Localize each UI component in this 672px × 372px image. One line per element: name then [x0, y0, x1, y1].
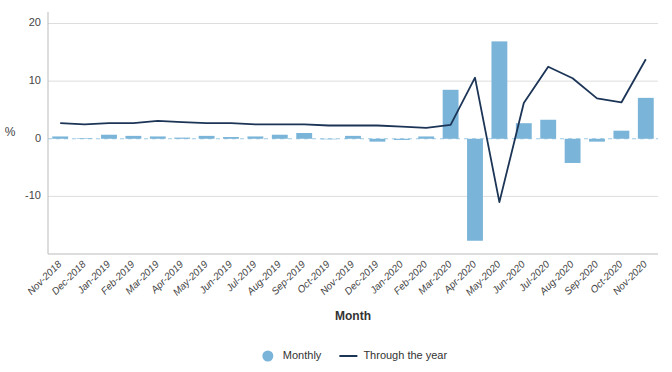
y-tick-label: 10 [29, 74, 41, 86]
bar [125, 136, 141, 139]
bar [589, 139, 605, 142]
bar [565, 139, 581, 163]
grid-line [48, 196, 658, 197]
y-tick-label: 20 [29, 16, 41, 28]
y-axis-line [48, 12, 49, 254]
legend: Monthly Through the year [262, 349, 447, 362]
legend-label: Monthly [283, 349, 322, 361]
bar [394, 139, 410, 140]
bar [491, 41, 507, 138]
bar [174, 138, 190, 139]
bar [613, 131, 629, 139]
grid-line [48, 81, 658, 82]
bar [150, 136, 166, 138]
bar [467, 139, 483, 241]
chart: -10 0 10 20 Nov-2018Dec-2018Jan-2019Feb-2019… [0, 0, 672, 372]
x-axis-label: Month [335, 309, 371, 323]
grid-line [48, 23, 658, 24]
y-tick-label: 0 [35, 132, 41, 144]
bar [77, 138, 93, 140]
bar [638, 98, 654, 139]
grid [48, 24, 658, 197]
bar [223, 137, 239, 139]
bar [296, 133, 312, 139]
y-tick-label: -10 [25, 189, 41, 201]
y-axis-label: % [5, 125, 16, 139]
line [60, 59, 646, 202]
legend-marker [339, 355, 357, 357]
bar [369, 139, 385, 142]
legend-marker [262, 351, 273, 362]
bar [101, 135, 117, 139]
bar [199, 136, 215, 139]
legend-item: Through the year [339, 349, 447, 361]
bar [272, 135, 288, 139]
bar [321, 138, 337, 140]
legend-label: Through the year [363, 349, 447, 361]
legend-item: Monthly [262, 349, 322, 362]
bar [247, 136, 263, 138]
x-tick-label: Nov-2020 [611, 258, 650, 297]
x-tick-labels: Nov-2018Dec-2018Jan-2019Feb-2019Mar-2019… [25, 258, 649, 298]
bar [345, 136, 361, 139]
bar [52, 136, 68, 138]
bar-series [52, 41, 653, 240]
marks [52, 41, 653, 240]
x-axis-line [48, 254, 658, 255]
bar [540, 120, 556, 139]
bar [418, 136, 434, 138]
